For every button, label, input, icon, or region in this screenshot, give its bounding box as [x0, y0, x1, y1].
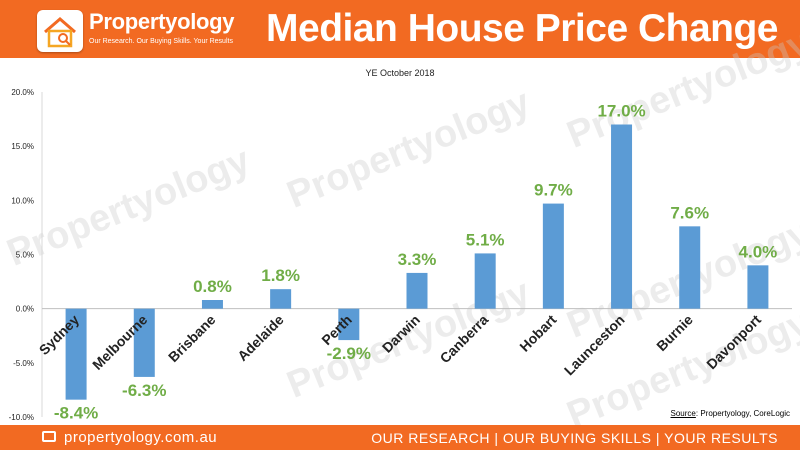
data-label: -6.3% [122, 381, 166, 400]
source-note: Source: Propertyology, CoreLogic [671, 409, 790, 418]
data-label: -8.4% [54, 404, 98, 423]
data-label: 5.1% [466, 230, 505, 249]
data-label: 3.3% [398, 250, 437, 269]
chart-subtitle: YE October 2018 [365, 68, 435, 78]
chart-area: Propertyology Propertyology Propertyolog… [0, 21, 800, 436]
data-label: 7.6% [670, 203, 709, 222]
data-label: 4.0% [739, 242, 778, 261]
x-tick-label: Brisbane [165, 311, 219, 365]
brand-name: Propertyology [89, 9, 235, 34]
bar [679, 226, 701, 309]
logo [37, 10, 83, 52]
bar [474, 253, 496, 309]
x-tick-label: Darwin [379, 311, 423, 355]
brand-tagline: Our Research. Our Buying Skills. Your Re… [89, 38, 233, 45]
footer-slogan: OUR RESEARCH | OUR BUYING SKILLS | YOUR … [371, 430, 778, 446]
bar [65, 308, 87, 400]
x-tick-label: Burnie [653, 311, 696, 354]
house-icon [44, 17, 76, 48]
bar [611, 124, 633, 309]
footer-website: propertyology.com.au [64, 429, 218, 446]
bar [747, 265, 769, 309]
bar [270, 289, 292, 309]
page-title: Median House Price Change [266, 7, 778, 50]
bar [133, 308, 155, 377]
y-tick-label: -5.0% [13, 359, 34, 368]
x-tick-label: Hobart [516, 311, 559, 354]
bar-chart: -10.0% -5.0% 0.0% 5.0% 10.0% 15.0% 20.0% -8.4% S… [9, 88, 792, 423]
source-label: Source [670, 409, 696, 418]
data-label: -2.9% [327, 344, 371, 363]
data-label: 17.0% [597, 102, 645, 121]
source-text: : Propertyology, CoreLogic [695, 409, 790, 418]
y-tick-label: 5.0% [16, 251, 34, 260]
x-tick-label: Canberra [437, 311, 492, 366]
footer-bar: propertyology.com.au OUR RESEARCH | OUR … [0, 425, 800, 450]
data-label: 0.8% [193, 277, 232, 296]
header-bar: Propertyology Our Research. Our Buying S… [0, 0, 800, 58]
monitor-icon [42, 431, 56, 442]
y-tick-label: 15.0% [11, 142, 34, 151]
x-tick-label: Adelaide [234, 311, 287, 364]
bar [338, 308, 360, 341]
y-tick-label: -10.0% [9, 413, 34, 422]
bar [201, 300, 223, 309]
bar [542, 203, 564, 309]
y-tick-label: 20.0% [11, 88, 34, 97]
data-label: 9.7% [534, 181, 573, 200]
y-tick-label: 0.0% [16, 305, 34, 314]
data-label: 1.8% [261, 266, 300, 285]
x-tick-label: Launceston [561, 311, 628, 378]
bar [406, 272, 428, 309]
x-tick-label: Davonport [703, 311, 764, 372]
y-tick-label: 10.0% [11, 196, 34, 205]
